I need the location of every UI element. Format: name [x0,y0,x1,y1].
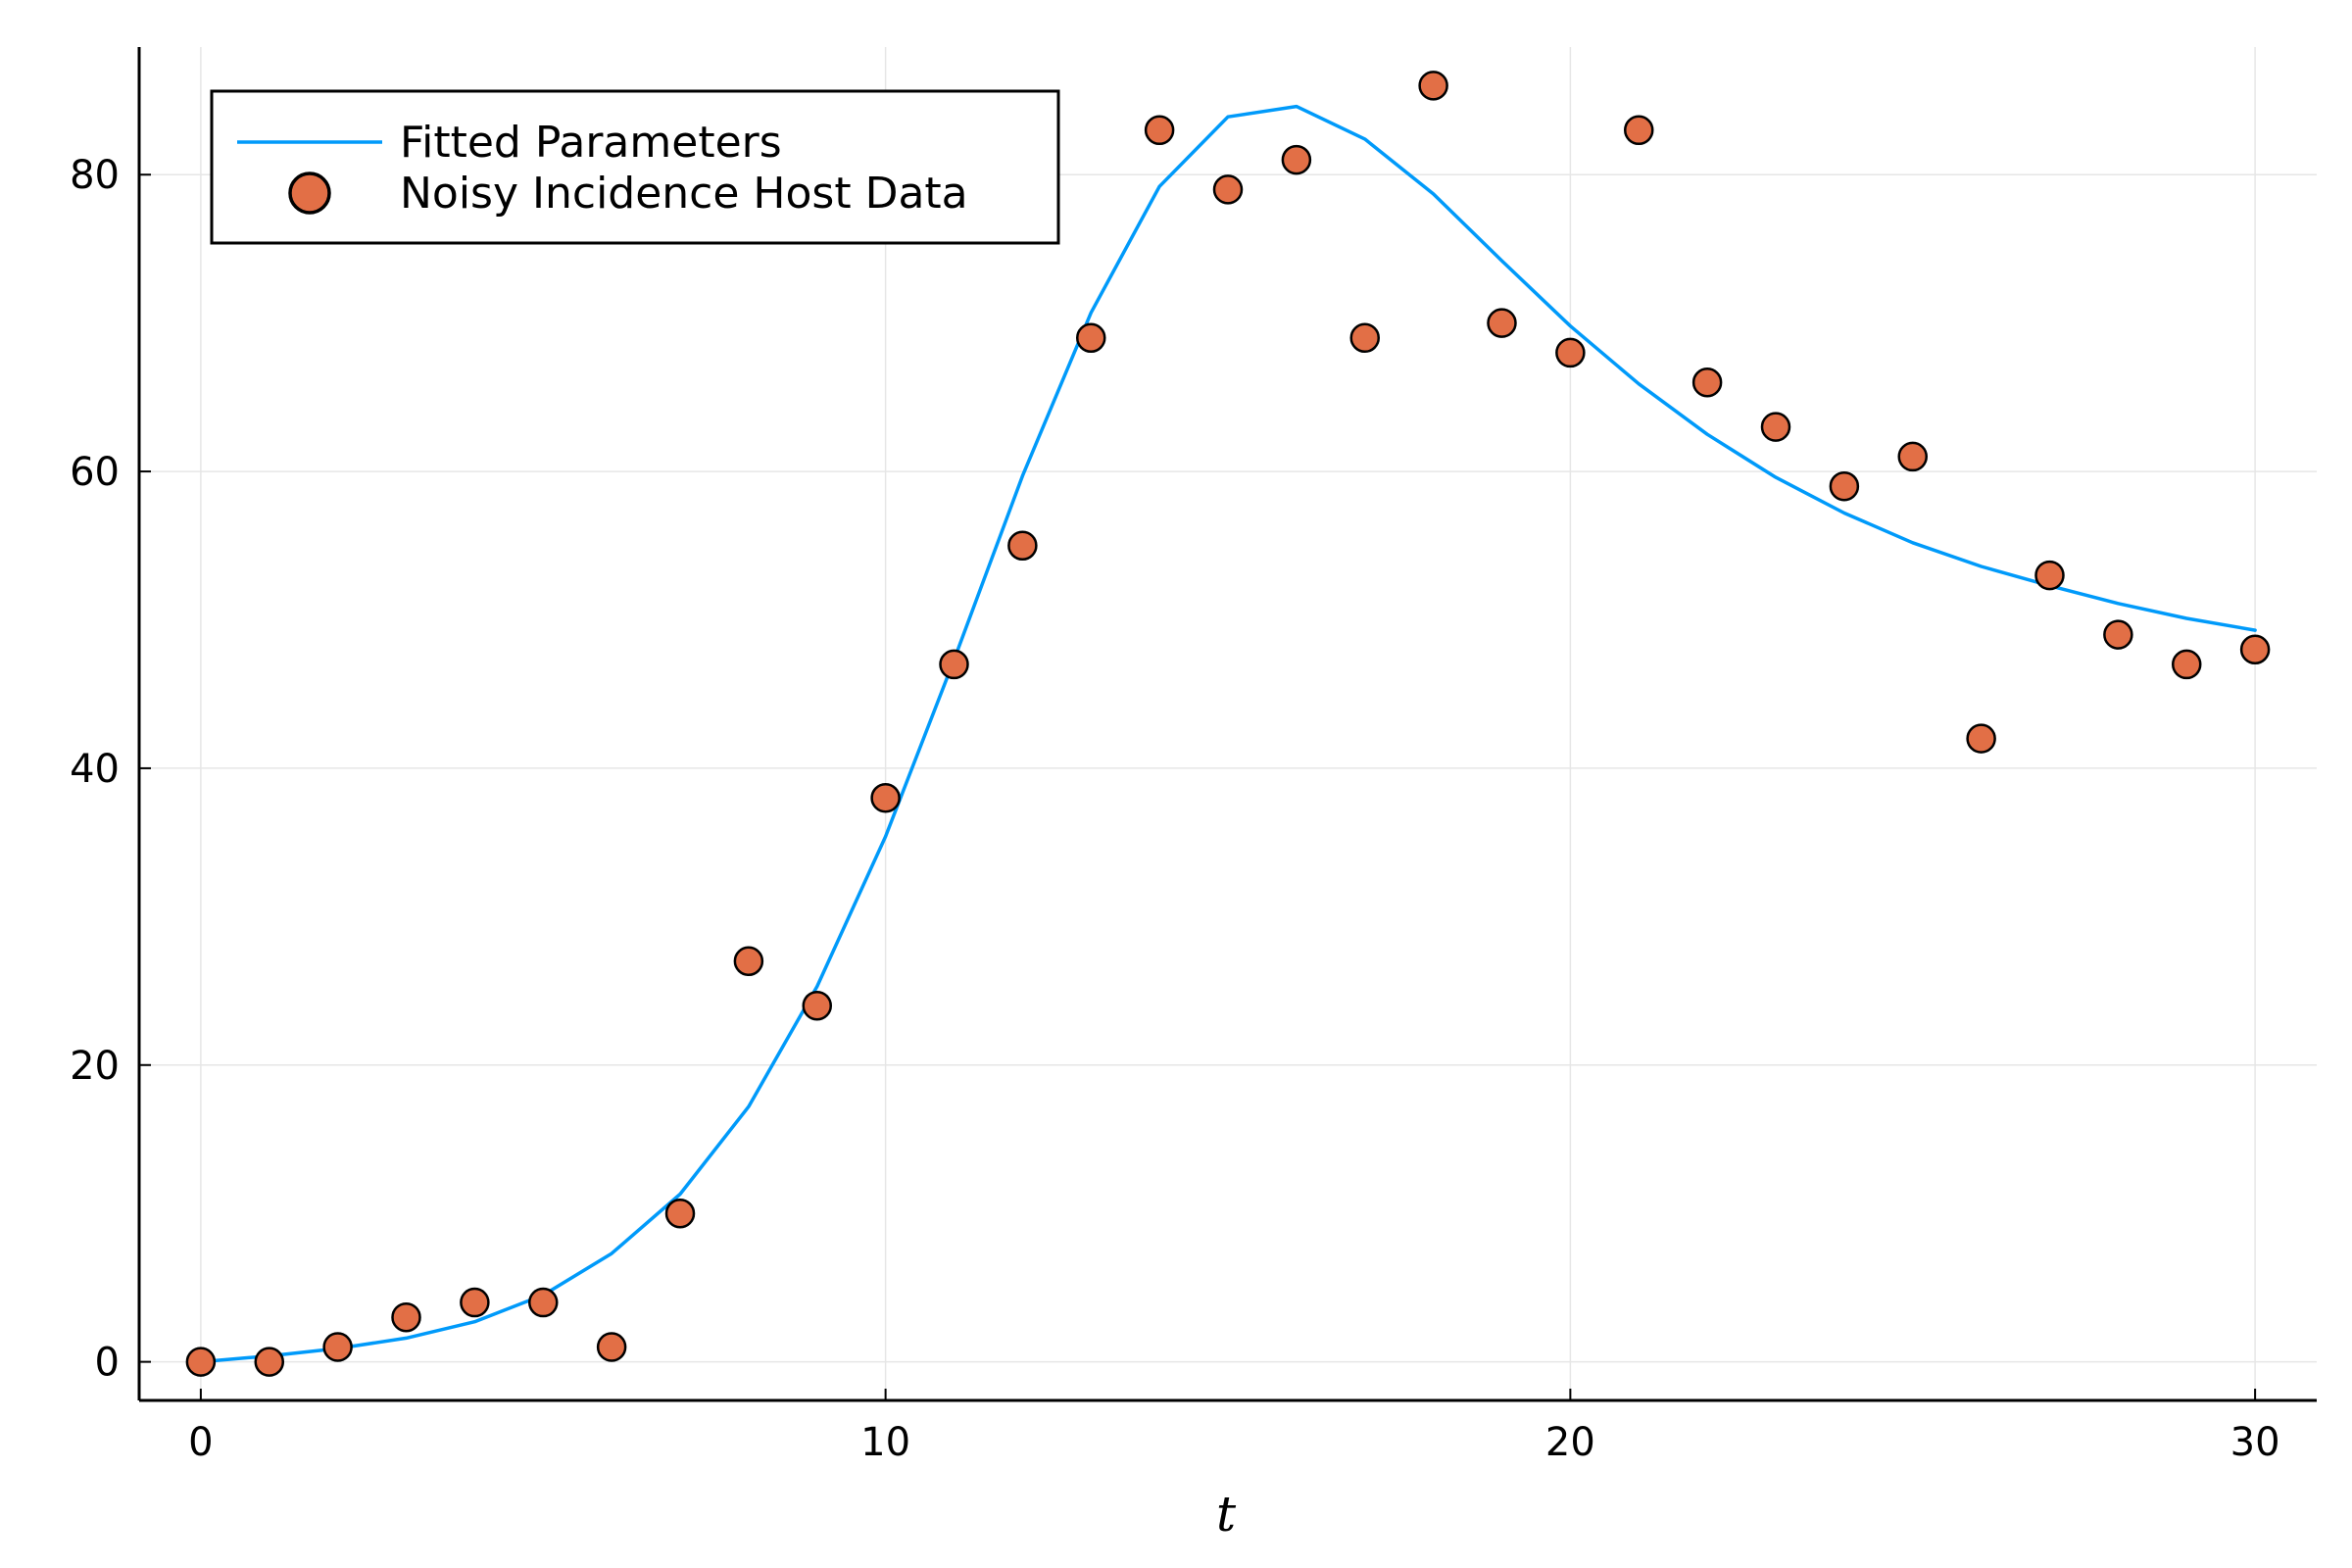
y-tick-label-0: 0 [95,1341,120,1386]
data-point [1349,322,1380,354]
data-point [2103,619,2133,650]
data-point [185,1347,217,1377]
data-point [802,990,833,1021]
data-point [664,1198,696,1229]
x-tick-label-0: 0 [188,1420,213,1465]
data-point [1691,367,1723,398]
legend-label-noisy-incidence: Noisy Incidence Host Data [400,169,968,219]
legend-marker-swatch [288,172,331,215]
x-tick-label-30: 30 [2230,1420,2280,1465]
x-axis-label: t [1216,1486,1237,1543]
data-point [1966,723,1996,754]
data-point [596,1332,627,1362]
data-point [1760,412,1791,442]
data-point [1487,308,1517,338]
data-point [1555,337,1586,368]
data-point [1212,174,1244,205]
axes [137,47,2317,1402]
data-point [1418,71,1448,101]
legend-label-fitted-parameters: Fitted Parameters [400,118,782,168]
data-point [2034,560,2065,591]
y-tick-label-80: 80 [70,153,120,198]
x-tick-label-20: 20 [1545,1420,1595,1465]
tick-labels: 0 10 20 30 0 20 40 60 80 [70,153,2279,1465]
data-point [528,1287,559,1318]
y-tick-label-60: 60 [70,450,120,495]
data-point [2171,649,2202,680]
data-point [1281,144,1312,175]
data-point [2239,634,2271,665]
data-point [1623,115,1654,146]
data-point [391,1301,421,1333]
data-point [1897,441,1928,472]
data-point [733,946,764,977]
data-point [1144,115,1175,146]
y-tick-label-40: 40 [70,747,120,792]
x-tick-label-10: 10 [860,1420,910,1465]
plot-series [185,71,2271,1377]
data-point [254,1347,285,1377]
data-point [939,649,969,680]
data-point [1829,470,1860,502]
data-point [1076,322,1106,354]
data-point [460,1287,490,1318]
y-tick-label-20: 20 [70,1044,120,1089]
data-point [870,782,901,813]
legend-box [210,89,1060,245]
data-point [322,1332,353,1362]
data-point [1007,530,1038,562]
